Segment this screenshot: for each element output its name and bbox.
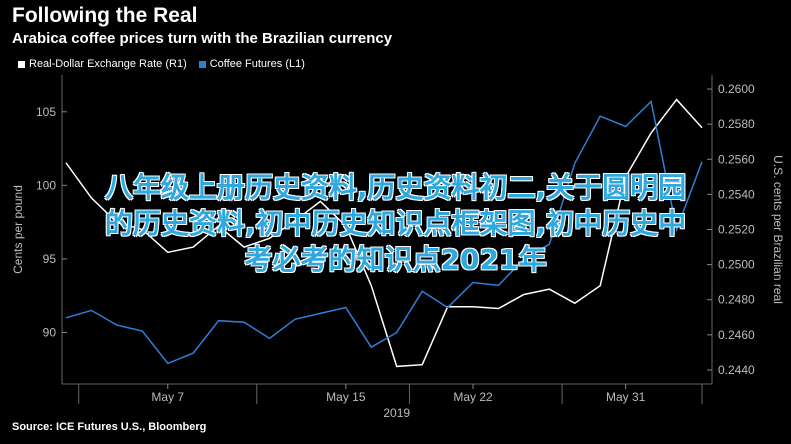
right-tick-label: 0.2540 <box>718 187 755 201</box>
legend-swatch-white <box>18 60 25 68</box>
left-tick-label: 100 <box>36 178 56 192</box>
left-tick-label: 105 <box>36 105 56 119</box>
left-tick-label: 95 <box>43 252 57 266</box>
overlay-line-3: 考必考的知识点2021年 <box>244 243 547 276</box>
chart-title: Following the Real <box>12 4 198 27</box>
chart-subtitle: Arabica coffee prices turn with the Braz… <box>12 30 393 47</box>
overlay-line-2: 的历史资料,初中历史知识点框架图,初中历史中 <box>104 207 687 240</box>
watermark-overlay-text: 八年级上册历史资料,历史资料初二,关于圆明园 的历史资料,初中历史知识点框架图,… <box>0 170 791 278</box>
left-axis-label: Cents per pound <box>11 185 25 274</box>
source-note: Source: ICE Futures U.S., Bloomberg <box>12 421 207 433</box>
legend-item-coffee: Coffee Futures (L1) <box>198 58 305 70</box>
legend: Real-Dollar Exchange Rate (R1) Coffee Fu… <box>18 58 317 70</box>
right-axis-label: U.S. cents per Brazilian real <box>771 155 785 304</box>
legend-item-exchange-rate: Real-Dollar Exchange Rate (R1) <box>18 58 187 70</box>
right-tick-label: 0.2600 <box>718 82 755 96</box>
x-tick-label: May 31 <box>606 390 646 404</box>
right-tick-label: 0.2580 <box>718 117 755 131</box>
legend-label-exchange-rate: Real-Dollar Exchange Rate (R1) <box>29 58 187 70</box>
right-tick-label: 0.2480 <box>718 293 755 307</box>
right-tick-label: 0.2460 <box>718 328 755 342</box>
legend-swatch-blue <box>198 60 206 68</box>
left-tick-label: 90 <box>43 326 57 340</box>
right-tick-label: 0.2500 <box>718 258 755 272</box>
series-line-exchange-rate <box>65 98 703 368</box>
x-tick-label: May 15 <box>326 390 366 404</box>
right-tick-label: 0.2520 <box>718 223 755 237</box>
series-line-coffee-futures <box>65 99 703 365</box>
legend-label-coffee: Coffee Futures (L1) <box>209 58 305 70</box>
right-tick-label: 0.2560 <box>718 152 755 166</box>
overlay-line-1: 八年级上册历史资料,历史资料初二,关于圆明园 <box>104 171 687 204</box>
x-tick-label: May 7 <box>151 390 184 404</box>
x-tick-label: May 22 <box>453 390 493 404</box>
right-tick-label: 0.2440 <box>718 363 755 377</box>
x-year-label: 2019 <box>383 406 410 420</box>
